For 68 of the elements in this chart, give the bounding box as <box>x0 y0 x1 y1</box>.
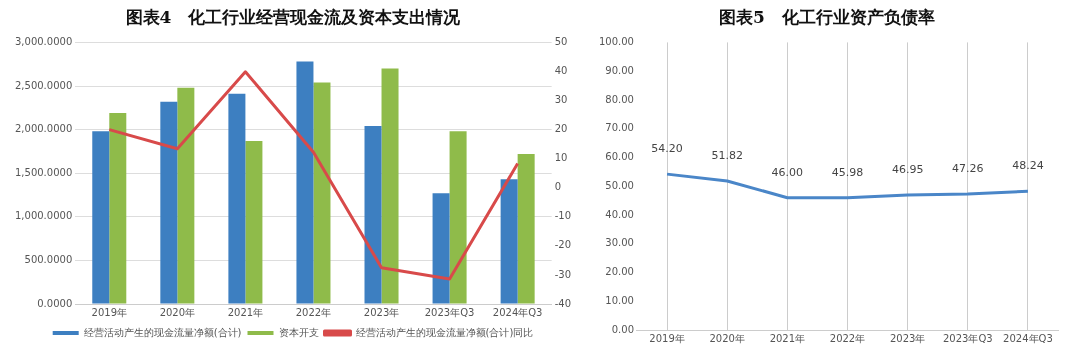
y2-tick-label: 40 <box>554 65 568 77</box>
y-tick-label: 0.00 <box>611 323 634 335</box>
bar <box>228 93 246 304</box>
data-label: 46.95 <box>891 162 924 176</box>
bar <box>381 68 399 304</box>
y-tick-label: 70.00 <box>605 122 634 134</box>
y-tick-label: 20.00 <box>605 266 634 278</box>
legend-label: 经营活动产生的现金流量净额(合计) <box>83 326 242 338</box>
data-label: 45.98 <box>831 165 864 179</box>
x-tick-label: 2023年 <box>889 332 926 344</box>
y-tick-label: 100.00 <box>598 35 634 47</box>
bar <box>296 61 314 304</box>
x-tick-label: 2024年Q3 <box>1003 332 1053 344</box>
y2-tick-label: -40 <box>554 297 572 309</box>
x-tick-label: 2020年 <box>159 306 196 318</box>
bar <box>245 140 263 304</box>
bar <box>449 131 467 304</box>
bar <box>313 82 331 304</box>
bar <box>160 101 178 304</box>
y-tick-label: 1,500.0000 <box>14 166 73 178</box>
legend-label: 资本开支 <box>278 326 319 338</box>
bar <box>109 113 127 304</box>
bar <box>92 131 110 304</box>
y-tick-label: 500.0000 <box>24 253 73 265</box>
y2-tick-label: 50 <box>554 35 568 47</box>
y-tick-label: 50.00 <box>605 179 634 191</box>
y2-tick-label: -30 <box>554 268 572 280</box>
x-tick-label: 2019年 <box>91 306 128 318</box>
y-tick-label: 1,000.0000 <box>14 210 73 222</box>
y-tick-label: 2,500.0000 <box>14 79 73 91</box>
bar <box>364 126 382 304</box>
x-tick-label: 2022年 <box>295 306 332 318</box>
data-label: 51.82 <box>711 148 743 162</box>
x-tick-label: 2019年 <box>649 332 685 344</box>
y2-tick-label: -20 <box>554 239 572 251</box>
y2-tick-label: -10 <box>554 210 572 222</box>
y-tick-label: 10.00 <box>605 294 634 306</box>
data-label: 46.00 <box>771 165 804 179</box>
y2-tick-label: 0 <box>554 181 562 193</box>
legend-label: 经营活动产生的现金流量净额(合计)同比 <box>355 326 534 338</box>
y-tick-label: 80.00 <box>605 93 634 105</box>
y-tick-label: 2,000.0000 <box>14 123 73 135</box>
x-tick-label: 2023年Q3 <box>424 306 475 318</box>
data-label: 47.26 <box>952 162 984 176</box>
y-tick-label: 3,000.0000 <box>14 35 73 47</box>
x-tick-label: 2022年 <box>829 332 866 344</box>
x-tick-label: 2023年 <box>363 306 400 318</box>
chart-title: 图表4 化工行业经营现金流及资本支出情况 <box>125 6 462 27</box>
bar <box>432 193 450 304</box>
x-tick-label: 2024年Q3 <box>492 306 543 318</box>
y2-tick-label: 10 <box>554 152 568 164</box>
y-tick-label: 60.00 <box>605 151 634 163</box>
chart-title: 图表5 化工行业资产负债率 <box>719 6 935 27</box>
y-tick-label: 90.00 <box>605 64 634 76</box>
x-tick-label: 2020年 <box>709 332 745 344</box>
y2-tick-label: 20 <box>554 123 568 135</box>
data-label: 54.20 <box>651 142 683 156</box>
y2-tick-label: 30 <box>554 94 568 106</box>
data-label: 48.24 <box>1012 159 1044 173</box>
bar <box>500 179 518 304</box>
y-tick-label: 40.00 <box>605 208 634 220</box>
x-tick-label: 2021年 <box>227 306 264 318</box>
bar <box>517 154 535 304</box>
y-tick-label: 0.0000 <box>37 297 73 309</box>
y-tick-label: 30.00 <box>605 237 634 249</box>
bar <box>177 87 195 304</box>
x-tick-label: 2023年Q3 <box>942 332 993 344</box>
x-tick-label: 2021年 <box>769 332 806 344</box>
